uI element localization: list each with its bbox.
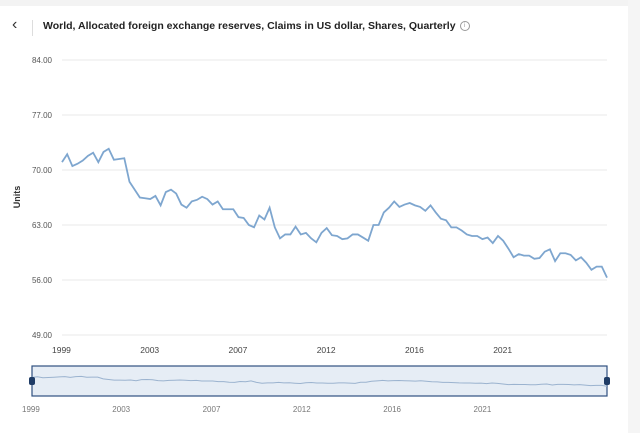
navigator-window[interactable] — [31, 365, 608, 397]
divider — [32, 20, 33, 36]
header: ‹ World, Allocated foreign exchange rese… — [0, 0, 640, 44]
x-tick-label: 2021 — [493, 345, 512, 355]
page-title: World, Allocated foreign exchange reserv… — [43, 20, 470, 32]
y-tick-label: 77.00 — [32, 111, 53, 120]
navigator-tick-label: 2003 — [112, 405, 130, 414]
y-axis-label: Units — [12, 186, 22, 209]
x-tick-label: 2016 — [405, 345, 424, 355]
x-tick-label: 2012 — [317, 345, 336, 355]
title-text: World, Allocated foreign exchange reserv… — [43, 20, 456, 32]
x-tick-label: 1999 — [52, 345, 71, 355]
x-tick-label: 2003 — [140, 345, 159, 355]
scrollbar[interactable] — [628, 0, 640, 433]
y-tick-label: 84.00 — [32, 56, 53, 65]
navigator-right-handle[interactable] — [604, 377, 610, 385]
navigator-tick-label: 2021 — [474, 405, 492, 414]
y-tick-label: 63.00 — [32, 221, 53, 230]
chevron-left-icon[interactable]: ‹ — [12, 16, 18, 33]
navigator-left-handle[interactable] — [29, 377, 35, 385]
y-tick-label: 70.00 — [32, 166, 53, 175]
info-icon[interactable]: i — [459, 21, 470, 32]
navigator-tick-label: 2012 — [293, 405, 311, 414]
y-tick-label: 49.00 — [32, 331, 53, 340]
data-line — [61, 147, 608, 279]
y-tick-label: 56.00 — [32, 276, 53, 285]
navigator-line — [31, 375, 608, 387]
navigator-tick-label: 1999 — [22, 405, 40, 414]
x-tick-label: 2007 — [228, 345, 247, 355]
navigator-tick-label: 2007 — [203, 405, 221, 414]
navigator[interactable] — [29, 365, 610, 397]
navigator-tick-label: 2016 — [383, 405, 401, 414]
